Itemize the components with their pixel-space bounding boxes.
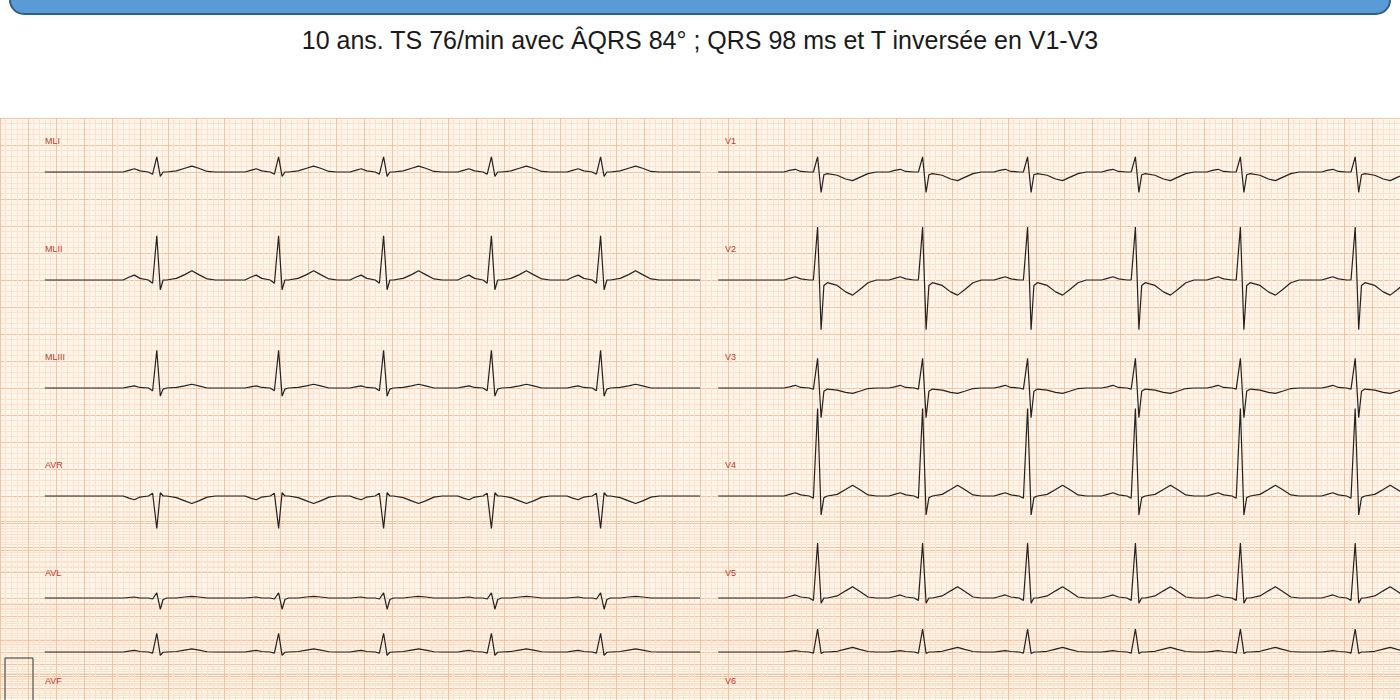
svg-text:V2: V2 (725, 244, 736, 254)
svg-text:V6: V6 (725, 676, 736, 686)
svg-text:V4: V4 (725, 460, 736, 470)
svg-text:AVL: AVL (45, 568, 61, 578)
svg-text:V5: V5 (725, 568, 736, 578)
svg-text:MLI: MLI (45, 136, 60, 146)
svg-text:V3: V3 (725, 352, 736, 362)
svg-text:MLII: MLII (45, 244, 63, 254)
svg-text:AVF: AVF (45, 676, 62, 686)
svg-text:10 ans. TS 76/min avec ÂQRS 84: 10 ans. TS 76/min avec ÂQRS 84° ; QRS 98… (302, 26, 1099, 54)
svg-text:MLIII: MLIII (45, 352, 65, 362)
svg-text:AVR: AVR (45, 460, 63, 470)
svg-text:V1: V1 (725, 136, 736, 146)
